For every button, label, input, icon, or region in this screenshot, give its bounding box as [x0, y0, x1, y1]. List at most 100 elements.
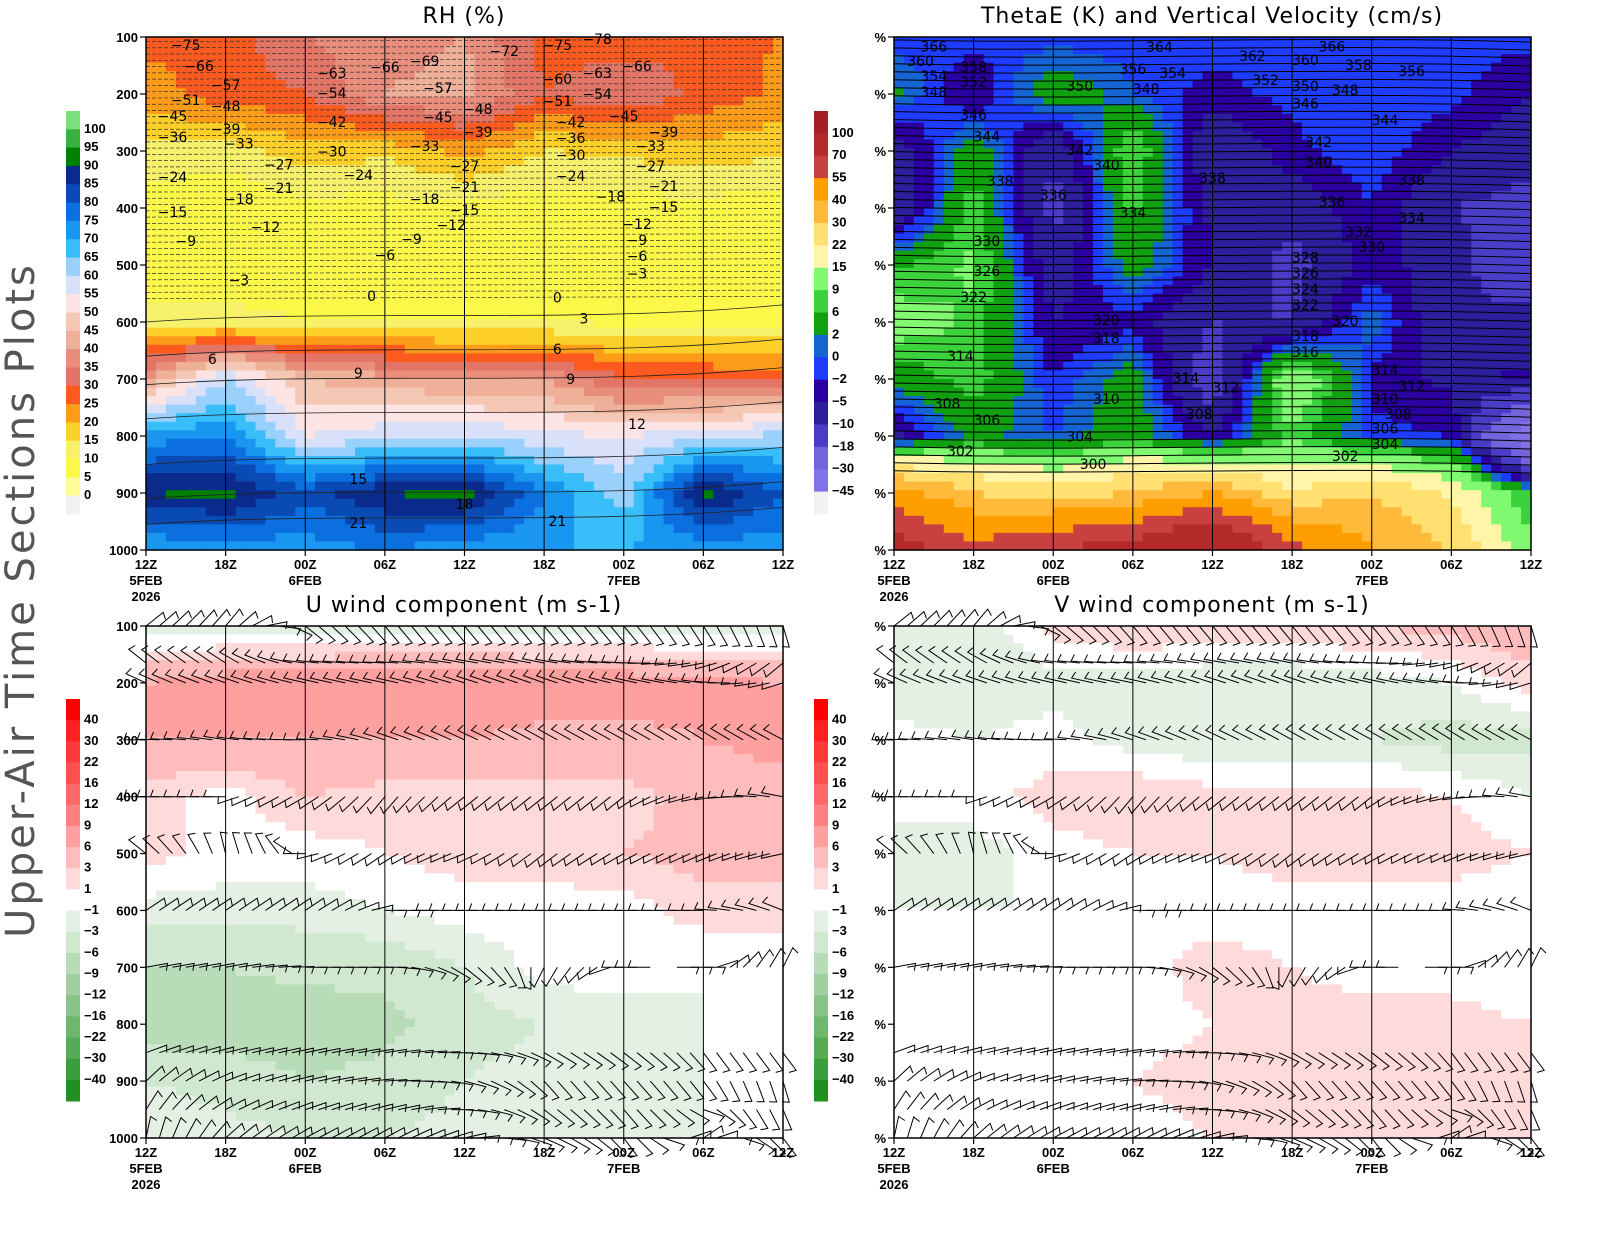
field-cell [743, 310, 754, 320]
field-cell [1033, 199, 1044, 209]
field-cell [993, 507, 1005, 517]
field-cell [943, 122, 955, 132]
field-cell [474, 54, 485, 64]
field-cell [454, 242, 466, 252]
field-cell [235, 430, 247, 440]
field-cell [374, 88, 386, 98]
field-cell [623, 387, 635, 397]
field-cell [1013, 310, 1024, 320]
field-cell [633, 131, 645, 141]
field-cell [355, 438, 366, 448]
field-cell [394, 361, 406, 372]
field-cell [205, 233, 217, 243]
field-cell [255, 156, 267, 166]
field-cell [245, 242, 257, 252]
field-cell [554, 139, 565, 149]
x-date-label: 5FEB [129, 573, 162, 588]
field-cell [484, 319, 495, 329]
field-cell [603, 79, 615, 89]
field-cell [713, 438, 724, 448]
field-cell [564, 541, 575, 551]
field-cell [414, 139, 426, 149]
field-cell [315, 216, 326, 226]
field-cell [414, 105, 426, 115]
field-cell [603, 37, 615, 47]
field-cell [953, 250, 965, 260]
field-cell [663, 276, 675, 286]
field-cell [894, 216, 905, 226]
field-cell [374, 156, 386, 166]
field-cell [933, 404, 945, 414]
field-cell [374, 71, 386, 81]
field-cell [983, 208, 995, 218]
field-cell [983, 225, 995, 235]
field-cell [514, 404, 525, 414]
field-cell [404, 122, 416, 132]
field-cell [983, 353, 995, 363]
field-cell [894, 438, 905, 448]
field-cell [753, 267, 764, 277]
field-cell [285, 396, 296, 406]
field-cell [534, 199, 545, 209]
field-cell [663, 156, 675, 166]
field-cell [723, 131, 734, 141]
field-cell [894, 225, 905, 235]
field-cell [683, 62, 695, 72]
field-cell [973, 250, 985, 260]
field-cell [1003, 507, 1015, 517]
field-cell [903, 524, 915, 534]
field-cell [643, 105, 655, 115]
field-cell [933, 413, 945, 423]
field-cell [593, 79, 605, 89]
field-cell [235, 113, 247, 124]
field-cell [165, 370, 177, 380]
field-cell [673, 310, 685, 320]
field-cell [703, 498, 714, 508]
field-cell [474, 190, 485, 201]
field-cell [603, 173, 615, 183]
field-cell [554, 404, 565, 414]
field-cell [175, 165, 187, 175]
field-cell [384, 131, 396, 141]
field-cell [514, 319, 525, 329]
contour-label: −57 [423, 81, 453, 97]
field-cell [394, 190, 406, 201]
field-cell [185, 208, 197, 218]
field-cell [1013, 507, 1024, 517]
field-cell [913, 464, 925, 474]
field-cell [903, 319, 915, 329]
field-cell [504, 336, 515, 346]
field-cell [205, 515, 217, 525]
field-cell [345, 379, 356, 389]
field-cell [165, 242, 177, 252]
field-cell [773, 190, 784, 201]
field-cell [653, 396, 665, 406]
field-cell [474, 122, 485, 132]
field-cell [763, 45, 774, 55]
field-cell [534, 507, 545, 517]
field-cell [345, 139, 356, 149]
field-cell [474, 464, 485, 474]
field-cell [773, 490, 784, 500]
field-cell [593, 455, 605, 466]
field-cell [285, 71, 296, 81]
field-cell [205, 62, 217, 72]
field-cell [773, 481, 784, 491]
field-cell [554, 216, 565, 226]
field-cell [424, 541, 436, 551]
field-cell [444, 413, 456, 423]
field-cell [265, 473, 276, 483]
field-cell [993, 361, 1005, 372]
field-cell [973, 430, 985, 440]
field-cell [663, 507, 675, 517]
field-cell [663, 122, 675, 132]
field-cell [1003, 79, 1015, 89]
field-cell [484, 455, 495, 466]
contour-label: −9 [627, 233, 648, 249]
field-cell [275, 379, 286, 389]
field-cell [913, 353, 925, 363]
field-cell [773, 156, 784, 166]
field-cell [743, 88, 754, 98]
field-cell [285, 413, 296, 423]
field-cell [673, 344, 685, 354]
